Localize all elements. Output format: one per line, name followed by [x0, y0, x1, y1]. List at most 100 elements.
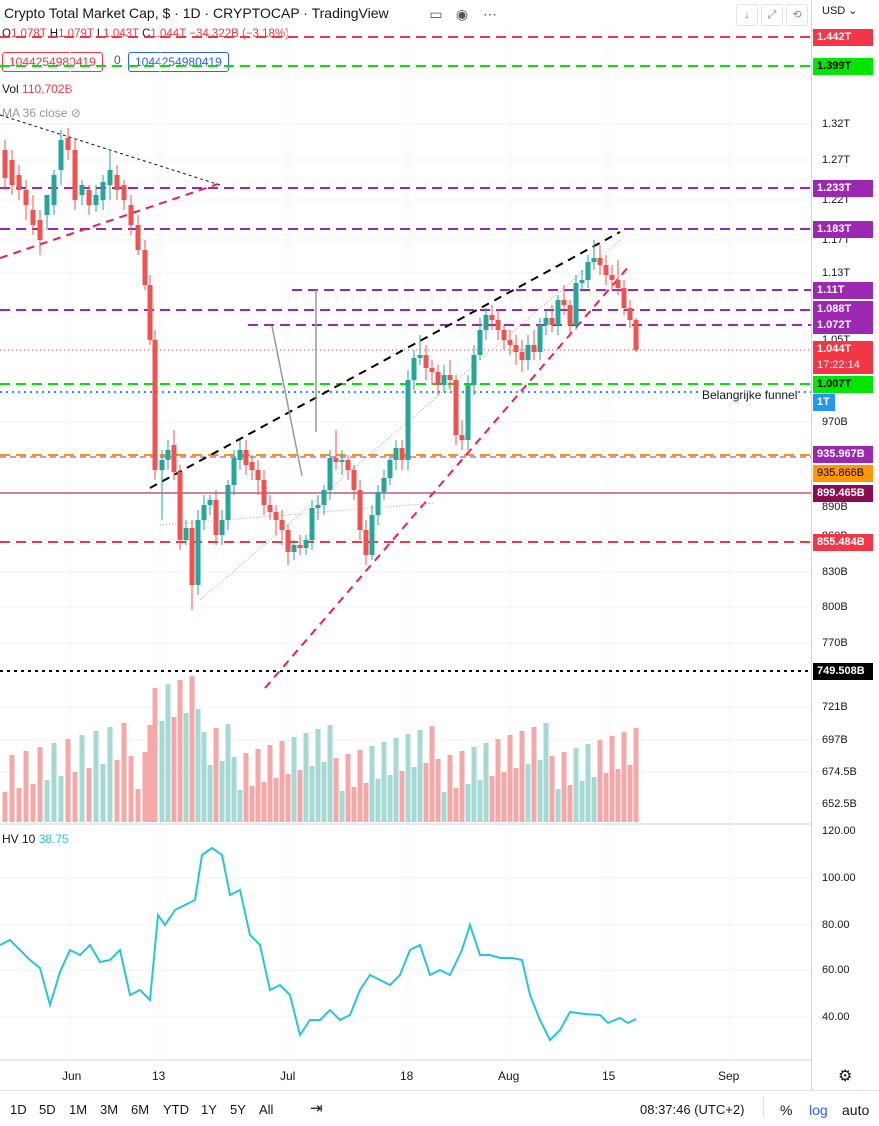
volume-bar [159, 721, 165, 822]
price-tag: 1.233T [813, 180, 873, 197]
volume-bar [621, 732, 627, 822]
volume-bar [285, 774, 291, 822]
currency-selector[interactable]: USD ⌄ [822, 5, 858, 17]
candle [375, 485, 381, 525]
candle [86, 185, 92, 215]
volume-bar [405, 734, 411, 822]
funnel-annotation[interactable]: Belangrijke funnel [702, 388, 798, 402]
candle [183, 520, 189, 545]
price-tick: 674.5B [822, 766, 857, 778]
volume-bar [555, 789, 561, 822]
candle [327, 450, 333, 500]
volume-bar [79, 735, 85, 822]
price-tag: 749.508B [813, 663, 873, 680]
period-all[interactable]: All [259, 1102, 274, 1117]
volume-bar [417, 730, 423, 822]
candle [465, 375, 471, 450]
log-toggle[interactable]: log [809, 1102, 828, 1118]
candle [255, 460, 261, 495]
percent-toggle[interactable]: % [780, 1102, 793, 1118]
period-3m[interactable]: 3M [100, 1102, 119, 1117]
dotted-flat [159, 502, 436, 526]
candle [297, 535, 303, 555]
ma-legend[interactable]: MA 36 close ⊘ [2, 106, 81, 120]
volume-bar [135, 789, 141, 822]
price-tag: 935.866B [813, 465, 873, 482]
channel-lower [264, 264, 631, 689]
volume-legend: Vol 110.702B [2, 82, 73, 96]
restore-icon[interactable]: ⟲ [786, 4, 808, 26]
period-ytd[interactable]: YTD [163, 1102, 189, 1117]
hidden-eye-icon[interactable]: ⊘ [70, 106, 81, 120]
volume-bar [447, 755, 453, 822]
volume-bar [189, 676, 195, 822]
candle [147, 275, 153, 345]
hv-tick: 80.00 [822, 919, 850, 931]
candle [591, 240, 597, 270]
more-options-icon[interactable]: ⋯ [483, 6, 497, 22]
candle [225, 480, 231, 530]
volume-bar [615, 769, 621, 822]
candle [567, 300, 573, 335]
settings-gear-icon[interactable]: ⚙ [838, 1068, 853, 1085]
volume-bar [297, 770, 303, 822]
volume-bar [495, 739, 501, 822]
candle [261, 470, 267, 515]
candle [100, 175, 106, 210]
volume-bar [339, 791, 345, 822]
candle [597, 245, 603, 275]
candle [423, 345, 429, 380]
volume-bar [44, 780, 50, 822]
period-1y[interactable]: 1Y [201, 1102, 217, 1117]
period-1d[interactable]: 1D [10, 1102, 27, 1117]
price-chart[interactable] [0, 0, 811, 1090]
candle [393, 440, 399, 470]
candle [315, 495, 321, 520]
scroll-down-icon[interactable]: ↓ [736, 4, 758, 26]
candle [273, 505, 279, 535]
volume-bar [345, 754, 351, 822]
volume-bar [37, 747, 43, 822]
hv-tick: 60.00 [822, 964, 850, 976]
period-5d[interactable]: 5D [39, 1102, 56, 1117]
candle [79, 180, 85, 205]
candle [249, 455, 255, 480]
volume-bar [333, 758, 339, 822]
volume-bar [243, 753, 249, 822]
candle [135, 215, 141, 255]
candle [30, 195, 36, 235]
volume-bar [177, 680, 183, 822]
clock-display[interactable]: 08:37:46 (UTC+2) [640, 1102, 745, 1117]
candle [321, 485, 327, 515]
trendline-pink-1 [0, 183, 219, 259]
maximize-icon[interactable]: ⤢ [761, 4, 783, 26]
volume-bar [165, 684, 171, 822]
candle [291, 540, 297, 560]
price-tick: 697B [822, 734, 848, 746]
volume-bar [453, 788, 459, 822]
volume-bar [423, 763, 429, 822]
auto-toggle[interactable]: auto [842, 1102, 870, 1118]
candle [525, 335, 531, 370]
candle [633, 318, 639, 352]
price-tag: 1.399T [813, 58, 873, 75]
candle [165, 440, 171, 470]
chart-title: Crypto Total Market Cap, $ · 1D · CRYPTO… [4, 5, 389, 21]
period-1m[interactable]: 1M [69, 1102, 88, 1117]
volume-bar [152, 688, 158, 822]
volume-bar [58, 776, 64, 822]
volume-bars [2, 676, 639, 822]
volume-bar [114, 760, 120, 822]
volume-bar [93, 731, 99, 822]
date-range-icon[interactable]: ⇥ [310, 1100, 323, 1117]
candle [513, 335, 519, 365]
eye-icon[interactable]: ◉ [455, 6, 469, 22]
sell-button[interactable]: 1044254980419 [2, 52, 103, 72]
price-tag: 1.11T [813, 282, 873, 299]
price-tick: 770B [822, 637, 848, 649]
hide-indicators-icon[interactable]: ▭ [429, 6, 443, 22]
price-tag: 1.088T [813, 301, 873, 318]
period-5y[interactable]: 5Y [230, 1102, 246, 1117]
price-tick: 970B [822, 416, 848, 428]
period-6m[interactable]: 6M [131, 1102, 150, 1117]
